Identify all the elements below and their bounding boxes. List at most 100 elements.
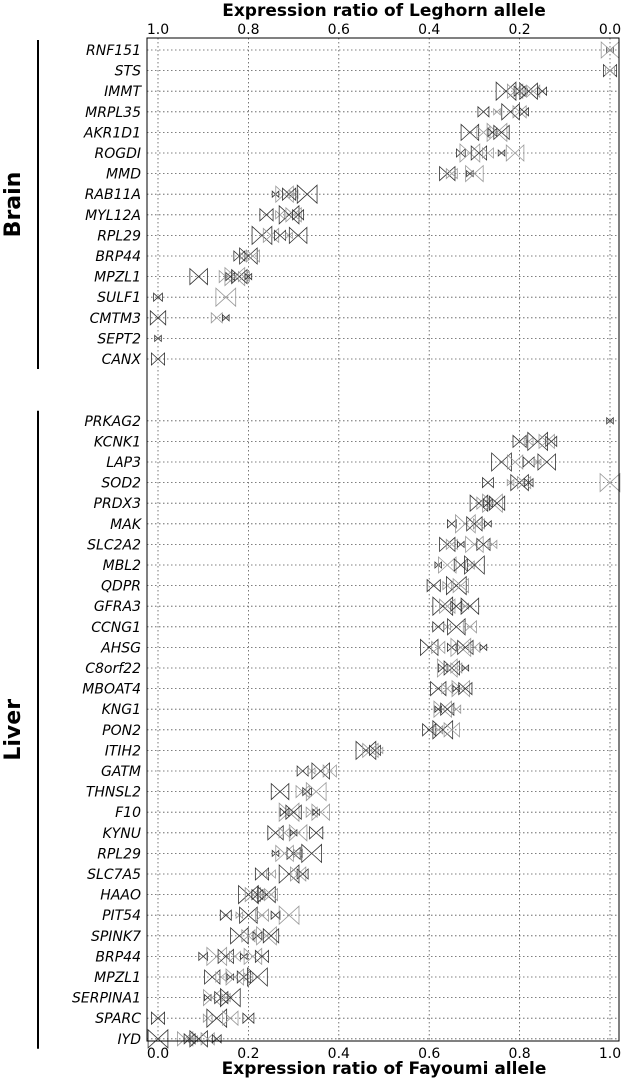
triangle-marker-left xyxy=(286,846,295,861)
triangle-marker-left xyxy=(275,844,286,863)
data-point xyxy=(512,434,527,449)
triangle-marker-right xyxy=(460,577,469,594)
triangle-marker-right xyxy=(496,495,506,512)
data-point xyxy=(266,869,276,879)
triangle-marker-left xyxy=(244,272,249,281)
data-point xyxy=(545,435,558,448)
triangle-marker-left xyxy=(479,643,485,652)
triangle-marker-left xyxy=(487,127,494,138)
data-point xyxy=(460,123,480,142)
data-point xyxy=(240,952,248,961)
data-point xyxy=(523,436,534,447)
data-point xyxy=(231,268,248,285)
group-label: Liver xyxy=(1,699,26,761)
triangle-marker-left xyxy=(290,866,299,882)
data-point xyxy=(440,702,455,717)
triangle-marker-right xyxy=(207,1013,213,1024)
data-point xyxy=(362,742,379,759)
triangle-marker-left xyxy=(465,164,475,183)
triangle-marker-left xyxy=(497,149,503,157)
triangle-marker-left xyxy=(285,231,290,240)
data-point xyxy=(446,575,467,596)
triangle-marker-left xyxy=(259,207,268,222)
triangle-marker-left xyxy=(270,782,281,801)
triangle-marker-left xyxy=(270,910,277,921)
plot-frame xyxy=(146,37,620,1042)
data-point xyxy=(214,990,229,1005)
triangle-marker-right xyxy=(446,702,455,717)
triangle-marker-left xyxy=(505,144,516,162)
triangle-marker-right xyxy=(523,87,528,96)
triangle-marker-right xyxy=(306,184,318,205)
triangle-marker-left xyxy=(202,1013,209,1024)
triangle-marker-right xyxy=(288,864,300,884)
triangle-marker-left xyxy=(519,106,525,117)
triangle-marker-right xyxy=(157,352,166,366)
triangle-marker-left xyxy=(251,225,263,246)
triangle-marker-left xyxy=(517,475,525,490)
data-point xyxy=(605,65,615,76)
triangle-marker-right xyxy=(157,292,163,303)
triangle-marker-left xyxy=(606,416,611,425)
triangle-marker-left xyxy=(513,85,521,98)
triangle-marker-right xyxy=(293,804,302,821)
triangle-marker-left xyxy=(432,620,439,633)
triangle-marker-right xyxy=(442,719,454,740)
triangle-marker-left xyxy=(190,1034,195,1043)
triangle-marker-left xyxy=(309,825,317,840)
triangle-marker-right xyxy=(247,1012,255,1025)
triangle-marker-right xyxy=(451,721,460,738)
gene-label: SLC2A2 xyxy=(87,537,141,553)
triangle-marker-right xyxy=(207,1031,215,1046)
gene-label: QDPR xyxy=(101,579,141,595)
data-point xyxy=(482,476,494,489)
triangle-marker-left xyxy=(526,84,534,99)
triangle-marker-right xyxy=(293,828,298,837)
triangle-marker-right xyxy=(216,946,228,967)
triangle-marker-right xyxy=(519,104,527,119)
triangle-marker-left xyxy=(469,494,480,513)
triangle-marker-left xyxy=(301,843,313,864)
triangle-marker-left xyxy=(219,909,227,922)
triangle-marker-right xyxy=(491,539,498,550)
triangle-marker-left xyxy=(466,515,475,532)
gene-label: IYD xyxy=(118,1032,142,1048)
triangle-marker-left xyxy=(254,949,263,964)
triangle-marker-right xyxy=(469,143,481,163)
triangle-marker-left xyxy=(506,83,516,100)
triangle-marker-left xyxy=(537,453,548,471)
triangle-marker-right xyxy=(256,930,263,941)
axis-ticks: 0.0 1.0 0.2 0.8 0.4 0.6 0.6 0.4 0.8 0.2 1.0 0.0 xyxy=(147,22,621,1062)
triangle-marker-right xyxy=(455,617,466,636)
data-point xyxy=(465,560,475,570)
data-point xyxy=(436,658,458,678)
data-point xyxy=(458,681,473,696)
group-brackets: Brain Liver xyxy=(1,40,39,1049)
data-point xyxy=(456,148,466,158)
data-point xyxy=(204,969,221,985)
data-point xyxy=(278,204,300,225)
data-point xyxy=(241,928,256,943)
triangle-marker-right xyxy=(514,83,524,100)
triangle-marker-left xyxy=(453,558,462,572)
data-point xyxy=(257,885,276,904)
triangle-marker-right xyxy=(455,575,467,596)
triangle-marker-left xyxy=(238,884,249,905)
triangle-marker-left xyxy=(473,517,480,530)
triangle-marker-left xyxy=(520,87,525,96)
data-point xyxy=(431,640,446,655)
triangle-marker-right xyxy=(288,802,300,823)
gene-label: RAB11A xyxy=(85,187,141,203)
data-point xyxy=(222,1010,239,1027)
data-point xyxy=(451,704,462,715)
triangle-marker-left xyxy=(203,988,213,1007)
triangle-marker-right xyxy=(198,267,208,286)
triangle-marker-left xyxy=(311,762,322,780)
data-point xyxy=(465,164,484,183)
gene-label: PIT54 xyxy=(102,908,141,924)
data-point xyxy=(512,104,527,119)
bottom-tick-label: 0.8 xyxy=(508,1046,530,1062)
data-point xyxy=(271,190,280,199)
triangle-marker-right xyxy=(247,906,258,925)
data-point xyxy=(190,1034,198,1043)
